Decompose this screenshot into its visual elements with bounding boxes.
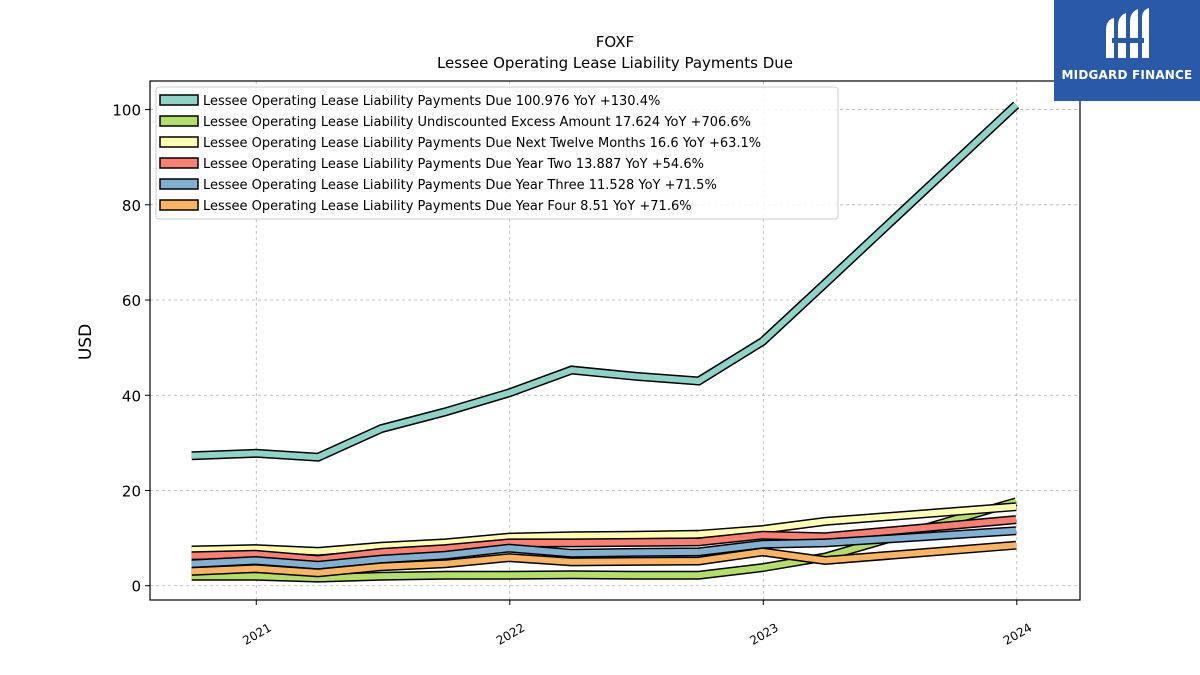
y-axis-ticks: 0 20 40 60 80 100 (112, 102, 150, 596)
y-tick-label: 20 (122, 482, 141, 500)
y-tick-label: 80 (122, 197, 141, 215)
x-tick-label: 2022 (494, 620, 527, 647)
legend-label: Lessee Operating Lease Liability Payment… (203, 199, 692, 214)
x-tick-label: 2023 (747, 620, 780, 647)
series-line (191, 527, 1017, 569)
brand-name: MIDGARD FINANCE (1061, 68, 1193, 82)
series-lines (191, 101, 1020, 583)
legend-swatch (159, 178, 199, 190)
plot-frame (149, 80, 1081, 601)
legend-swatch (159, 94, 199, 106)
y-tick-label: 100 (112, 102, 141, 120)
legend-box (155, 86, 839, 220)
y-tick-label: 0 (131, 578, 141, 596)
legend-label: Lessee Operating Lease Liability Payment… (203, 94, 660, 109)
chart-title: FOXF (596, 33, 634, 51)
x-tick-label: 2021 (240, 620, 273, 647)
y-tick-label: 60 (122, 292, 141, 310)
series-0 (191, 101, 1020, 462)
chart-subtitle: Lessee Operating Lease Liability Payment… (437, 54, 793, 72)
midgard-logo-icon (1106, 8, 1149, 58)
series-5 (191, 540, 1017, 578)
series-4 (191, 526, 1017, 570)
series-1 (191, 497, 1018, 583)
series-line (191, 516, 1017, 563)
x-tick-label: 2024 (1001, 620, 1034, 647)
legend-swatch (159, 136, 199, 148)
series-line (191, 498, 1017, 582)
legend: Lessee Operating Lease Liability Payment… (155, 86, 839, 220)
legend-swatch (159, 157, 199, 169)
series-line (191, 102, 1019, 461)
legend-label: Lessee Operating Lease Liability Payment… (203, 136, 761, 151)
legend-label: Lessee Operating Lease Liability Undisco… (203, 115, 751, 130)
x-axis-ticks: 2021 2022 2023 2024 (240, 600, 1034, 648)
series-3 (191, 515, 1017, 565)
brand-logo: MIDGARD FINANCE (1054, 0, 1200, 101)
y-axis-label: USD (76, 324, 96, 360)
series-line (191, 542, 1017, 576)
series-line (191, 503, 1017, 555)
legend-swatch (159, 199, 199, 211)
series-2 (191, 502, 1017, 556)
legend-swatch (159, 115, 199, 127)
legend-label: Lessee Operating Lease Liability Payment… (203, 178, 717, 193)
y-tick-label: 40 (122, 387, 141, 405)
legend-label: Lessee Operating Lease Liability Payment… (203, 157, 704, 172)
